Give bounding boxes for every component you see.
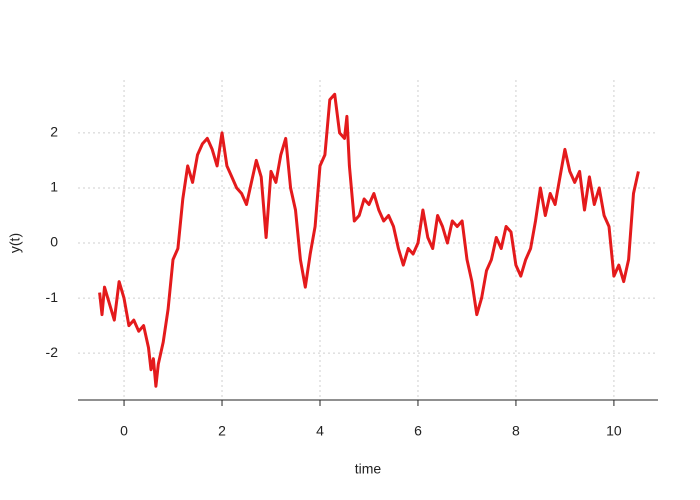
data-line [98, 92, 640, 388]
y-tick-label: 2 [50, 124, 58, 140]
x-tick-label: 0 [120, 423, 128, 439]
y-tick-label: 0 [50, 234, 58, 250]
y-tick-label: -1 [46, 289, 59, 305]
x-tick-label: 6 [414, 423, 422, 439]
y-tick-label: -2 [46, 344, 59, 360]
x-tick-label: 2 [218, 423, 226, 439]
y-tick-label: 1 [50, 179, 58, 195]
x-tick-label: 8 [512, 423, 520, 439]
x-tick-label: 4 [316, 423, 324, 439]
y-axis-label: y(t) [7, 233, 23, 253]
x-tick-label: 10 [606, 423, 622, 439]
x-axis-label: time [355, 461, 382, 477]
